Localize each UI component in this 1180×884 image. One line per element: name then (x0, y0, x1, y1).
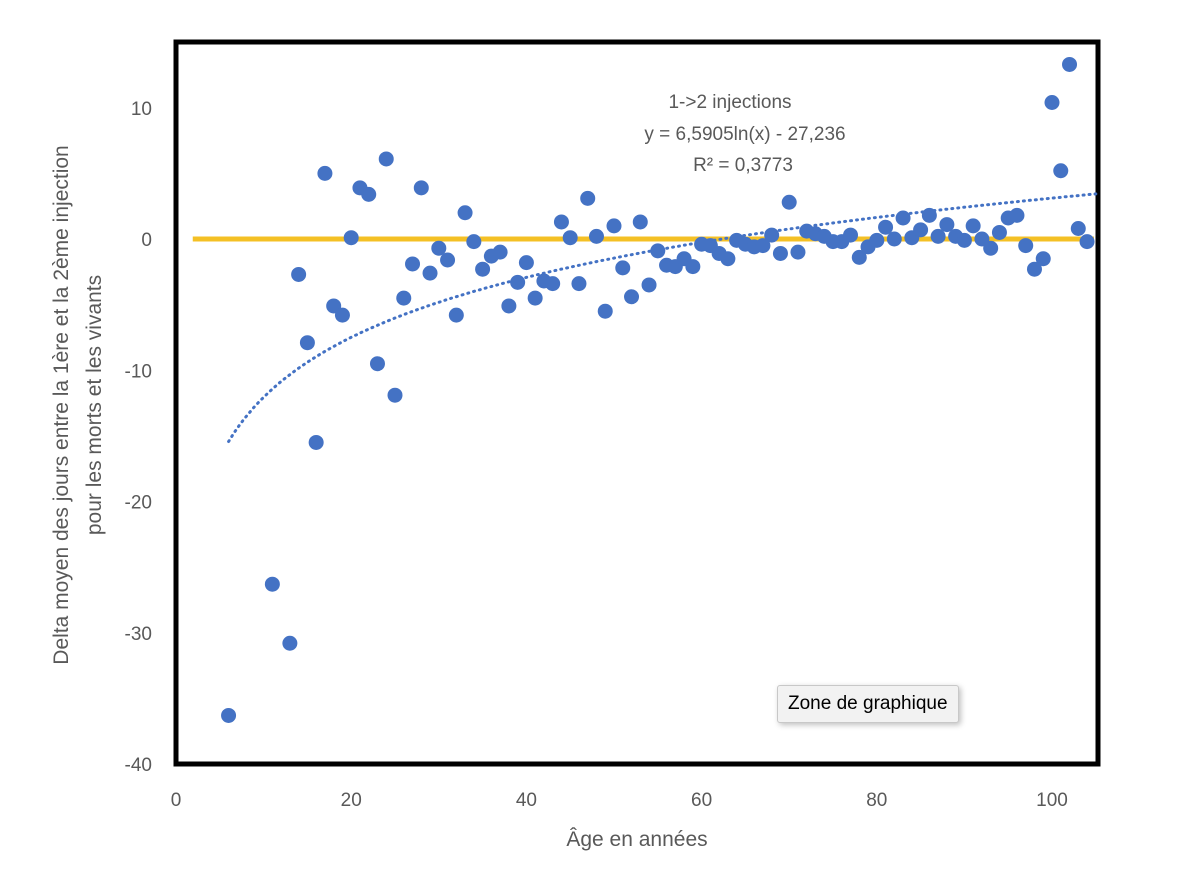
data-point (1035, 251, 1051, 267)
trendline-series-label: 1->2 injections (668, 92, 791, 113)
data-point (597, 303, 613, 319)
data-point (764, 227, 780, 243)
data-point (624, 289, 640, 305)
data-point (965, 218, 981, 234)
data-point (886, 231, 902, 247)
data-point (413, 180, 429, 196)
data-point (527, 290, 543, 306)
data-point (1018, 238, 1034, 254)
data-point (632, 214, 648, 230)
data-point (405, 256, 421, 272)
data-point (720, 251, 736, 267)
data-point (939, 217, 955, 233)
data-point (650, 243, 666, 259)
x-tick-label: 60 (691, 790, 712, 811)
data-point (369, 356, 385, 372)
data-point (1062, 56, 1078, 72)
data-point (755, 238, 771, 254)
y-tick-label: 0 (141, 230, 152, 251)
x-axis-title: Âge en années (566, 828, 707, 851)
data-point (510, 274, 526, 290)
data-point (851, 249, 867, 265)
data-point (878, 219, 894, 235)
data-point (361, 186, 377, 202)
data-point (1009, 207, 1025, 223)
data-point (983, 240, 999, 256)
y-tick-label: 10 (131, 99, 152, 120)
data-point (282, 635, 298, 651)
y-tick-label: -20 (125, 493, 152, 514)
y-axis-title-line-1: Delta moyen des jours entre la 1ère et l… (50, 145, 73, 664)
data-point (869, 232, 885, 248)
data-point (387, 387, 403, 403)
data-point (457, 205, 473, 221)
data-point (422, 265, 438, 281)
x-tick-label: 0 (171, 790, 182, 811)
y-tick-label: -40 (125, 755, 152, 776)
data-point (299, 335, 315, 351)
data-point (448, 307, 464, 323)
data-point (1070, 221, 1086, 236)
data-point (308, 434, 324, 450)
data-point (781, 194, 797, 210)
data-point (1079, 234, 1095, 250)
data-point (921, 207, 937, 223)
data-point (492, 244, 508, 260)
data-points (221, 56, 1095, 723)
data-point (580, 190, 596, 206)
data-point (291, 266, 307, 282)
data-point (641, 277, 657, 293)
data-point (396, 290, 412, 306)
data-point (343, 230, 359, 246)
y-axis-ticks: -40 -30 -20 -10 0 10 (125, 99, 152, 776)
data-point (475, 261, 491, 277)
data-point (991, 224, 1007, 240)
x-tick-label: 40 (516, 790, 537, 811)
data-point (1026, 261, 1042, 277)
data-point (913, 222, 929, 238)
data-point (1053, 163, 1069, 179)
data-point (553, 214, 569, 230)
data-point (317, 165, 333, 181)
data-point (615, 260, 631, 276)
data-point (431, 240, 447, 256)
y-axis-title-line-2: pour les morts et les vivants (83, 275, 106, 535)
y-tick-label: -30 (125, 624, 152, 645)
data-point (440, 252, 456, 268)
plot-border (173, 39, 1101, 767)
data-point (562, 230, 578, 246)
x-tick-label: 80 (866, 790, 887, 811)
y-tick-label: -10 (125, 361, 152, 382)
data-point (790, 244, 806, 260)
data-point (588, 228, 604, 244)
data-point (843, 227, 859, 243)
data-point (956, 232, 972, 248)
data-point (264, 576, 280, 592)
data-point (466, 234, 482, 250)
data-point (685, 259, 701, 275)
trendline-r-squared: R² = 0,3773 (693, 155, 793, 176)
x-tick-label: 20 (341, 790, 362, 811)
data-point (334, 307, 350, 323)
trendline-equation: y = 6,5905ln(x) - 27,236 (644, 124, 845, 145)
x-axis-ticks: 0 20 40 60 80 100 (171, 790, 1068, 811)
data-point (518, 255, 534, 271)
data-point (606, 218, 622, 234)
data-point (1044, 95, 1060, 110)
data-point (930, 228, 946, 244)
data-point (772, 245, 788, 261)
data-point (221, 707, 237, 723)
chart-area-tooltip: Zone de graphique (777, 685, 959, 723)
data-point (545, 276, 561, 292)
data-point (501, 298, 517, 314)
x-tick-label: 100 (1036, 790, 1068, 811)
data-point (378, 151, 394, 167)
data-point (895, 210, 911, 226)
data-point (571, 276, 587, 292)
